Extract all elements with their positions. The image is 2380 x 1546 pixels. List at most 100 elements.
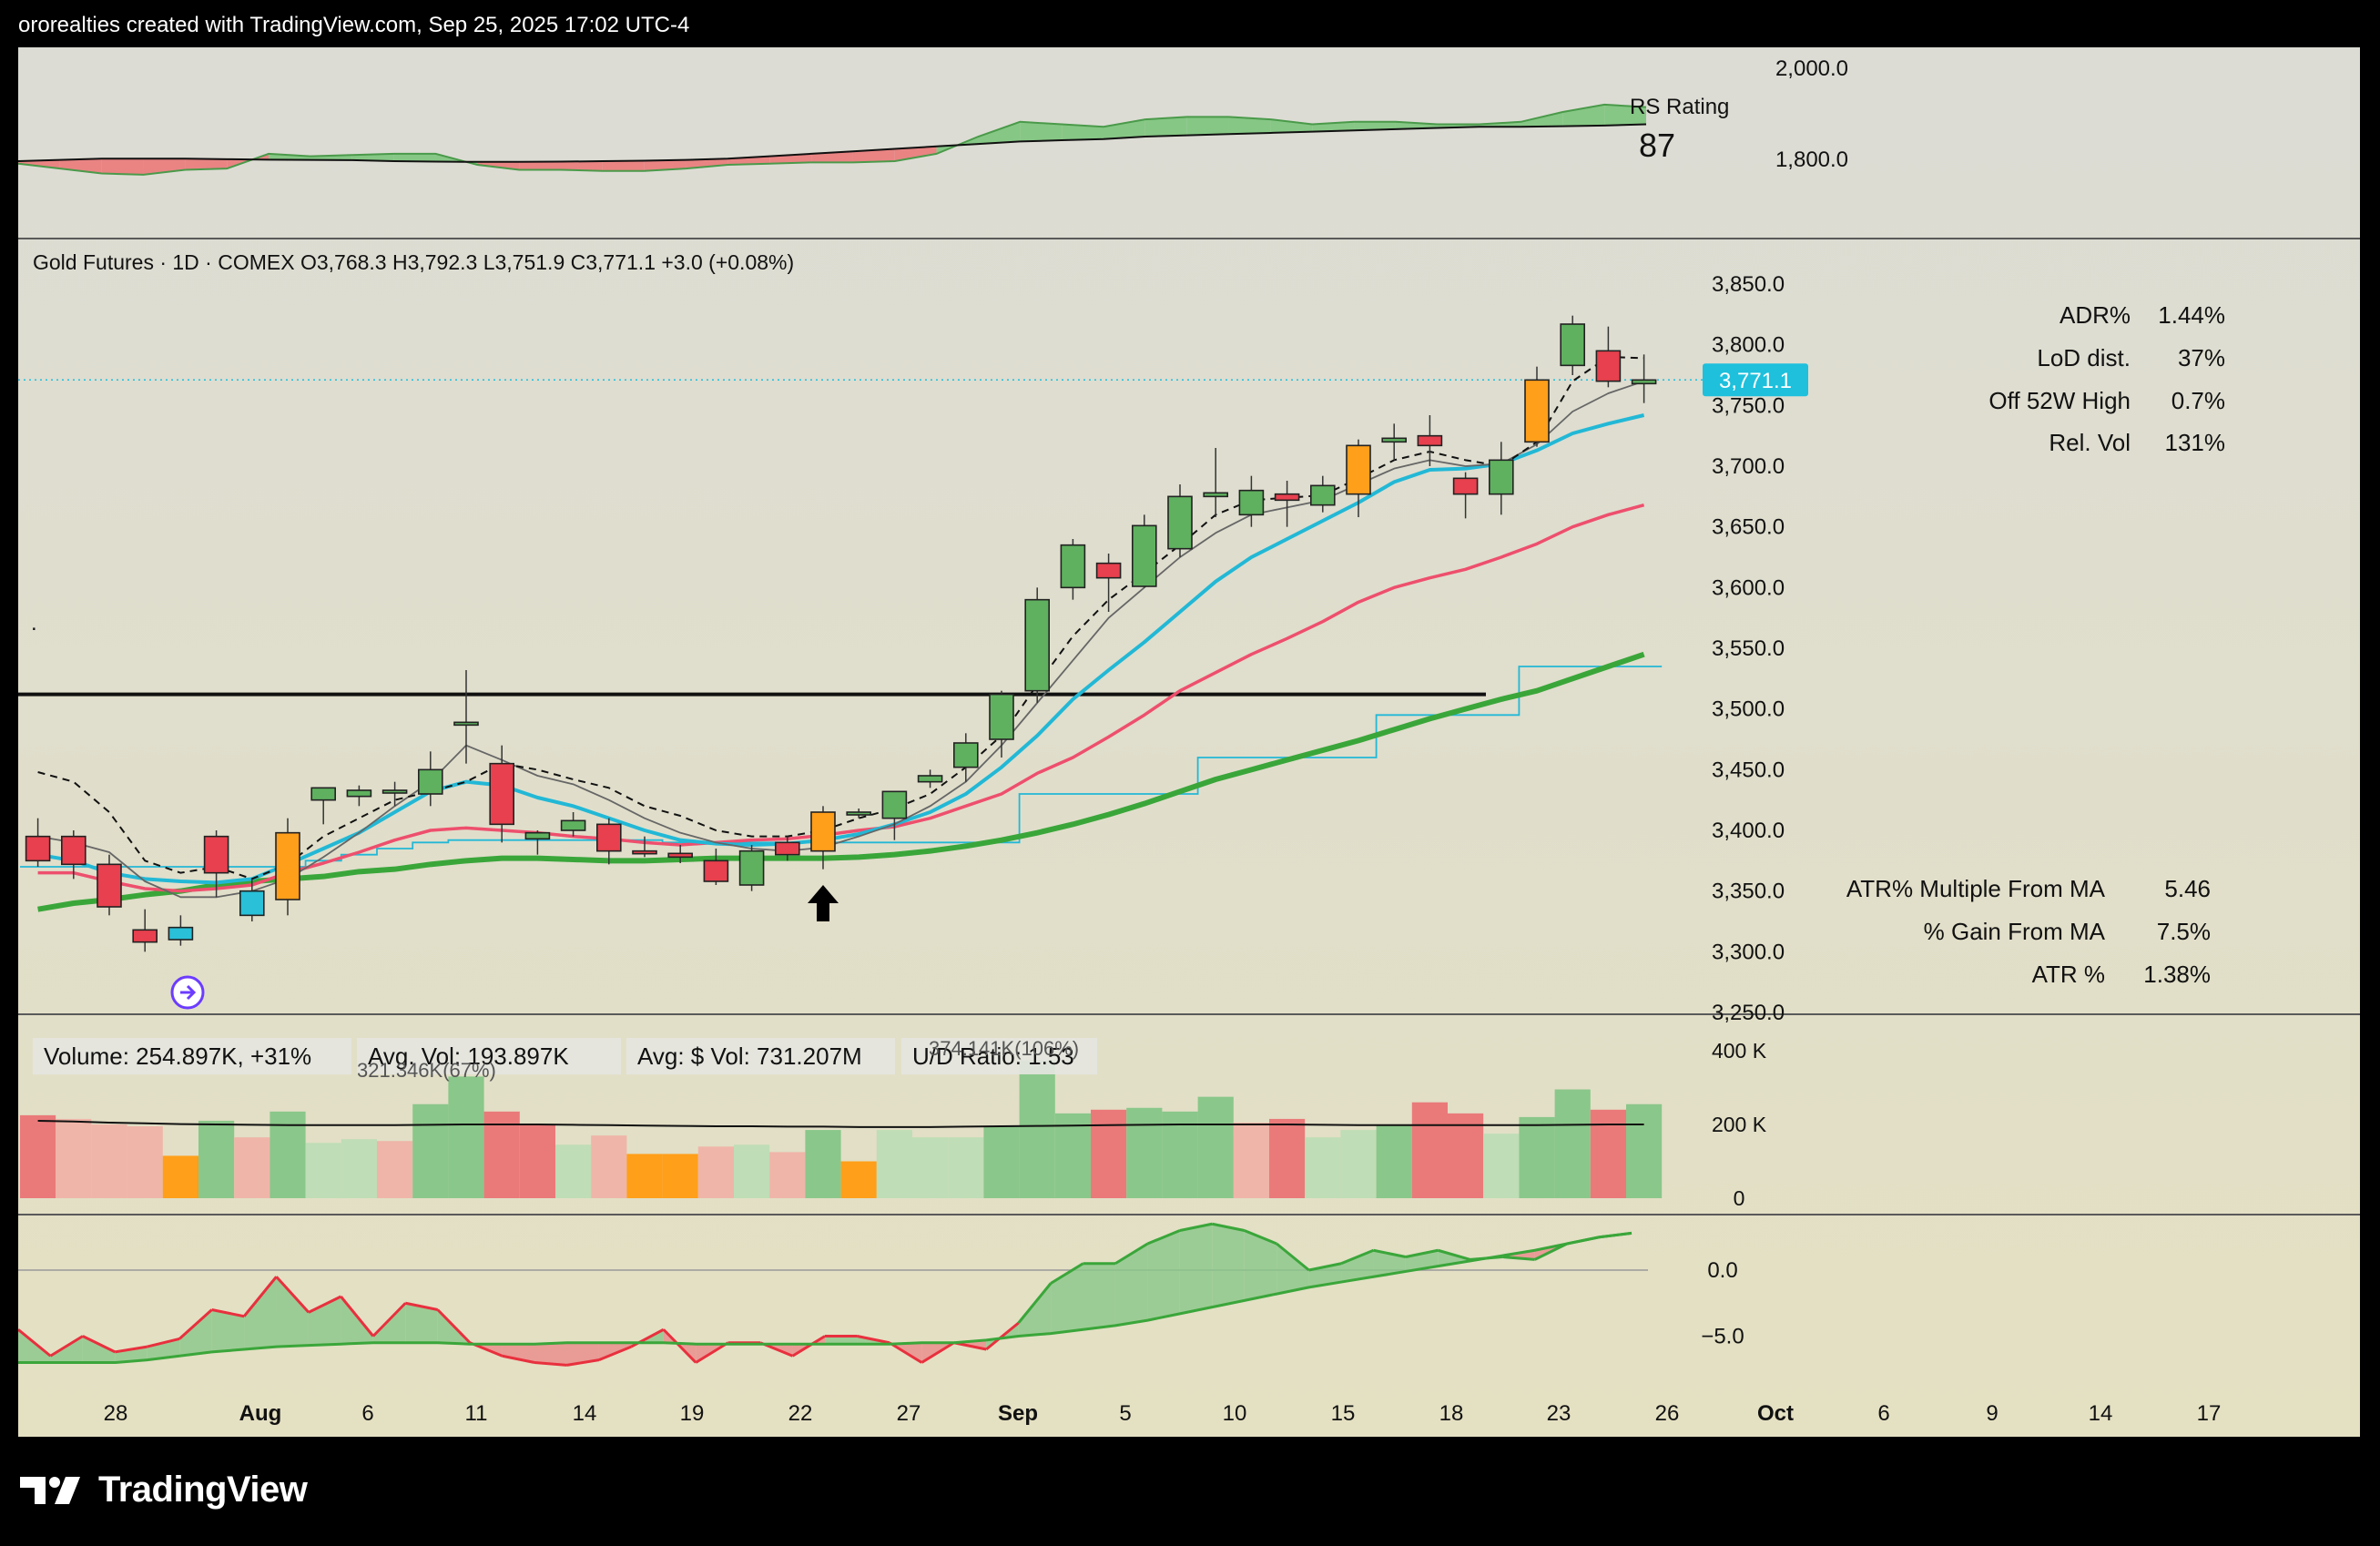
- stat-label: Rel. Vol: [2049, 429, 2131, 456]
- volume-bar: [1411, 1102, 1448, 1198]
- price-y-tick: 3,350.0: [1712, 880, 1785, 904]
- price-y-tick: 3,650.0: [1712, 515, 1785, 540]
- oscillator-fill: [1276, 1244, 1309, 1295]
- rs-fill: [18, 159, 60, 169]
- volume-bar: [948, 1137, 984, 1198]
- buy-arrow-icon: [808, 885, 839, 921]
- oscillator-line: [566, 1358, 600, 1367]
- oscillator-line: [340, 1296, 375, 1337]
- chart-frame[interactable]: RS Rating 87 2,000.0 1,800.0 Gold Futures · …: [18, 47, 2360, 1437]
- oscillator-line: [502, 1354, 535, 1364]
- volume-bar: [56, 1118, 92, 1198]
- x-axis-tick: 27: [897, 1401, 921, 1426]
- volume-bar: [1233, 1122, 1269, 1198]
- volume-bar: [519, 1124, 555, 1198]
- last-price-tag-text: 3,771.1: [1719, 369, 1792, 393]
- volume-info-text: Volume: 254.897K, +31%: [44, 1043, 311, 1070]
- stat-label: LoD dist.: [2037, 344, 2131, 371]
- candle-body: [346, 789, 372, 798]
- volume-bar: [162, 1155, 198, 1198]
- x-axis-tick: 6: [1877, 1401, 1889, 1426]
- oscillator-fill: [1373, 1250, 1406, 1277]
- rs-fill: [978, 121, 1021, 145]
- oscillator-line: [1244, 1229, 1277, 1246]
- stat-value: 0.7%: [2171, 387, 2225, 414]
- volume-bar: [1340, 1130, 1377, 1198]
- volume-bar: [1197, 1096, 1234, 1198]
- x-axis-tick: 17: [2197, 1401, 2222, 1426]
- volume-bar: [1269, 1118, 1306, 1198]
- rs-fill: [811, 151, 853, 163]
- volume-bar: [377, 1141, 413, 1198]
- candle-body: [1132, 524, 1157, 587]
- volume-bar: [234, 1137, 270, 1198]
- oscillator-line: [308, 1295, 342, 1314]
- volume-bar: [1305, 1137, 1341, 1198]
- oscillator-fill: [1051, 1263, 1083, 1334]
- footer: TradingView: [18, 1470, 308, 1510]
- candle-body: [60, 835, 86, 866]
- x-axis-tick: Oct: [1757, 1401, 1794, 1426]
- volume-info-text: U/D Ratio: 1.53: [912, 1043, 1074, 1070]
- oscillator-line: [1340, 1248, 1375, 1266]
- oscillator-line: [242, 1276, 278, 1317]
- oscillator-fill: [1179, 1224, 1213, 1314]
- candle-body: [1631, 379, 1657, 385]
- rs-fill: [1395, 121, 1438, 129]
- volume-bar: [412, 1104, 449, 1198]
- volume-callout: 374.141K(106%): [929, 1037, 1079, 1060]
- stat-label: ATR %: [2032, 961, 2105, 988]
- volume-bar: [697, 1146, 734, 1198]
- oscillator-fill: [405, 1303, 438, 1343]
- candle-body: [1167, 495, 1193, 550]
- stat-label: Off 52W High: [1988, 387, 2131, 414]
- oscillator-line: [115, 1345, 148, 1354]
- ohlc-legend: Gold Futures · 1D · COMEX O3,768.3 H3,79…: [33, 250, 794, 274]
- candle-body: [1560, 323, 1585, 367]
- x-axis-tick: 9: [1986, 1401, 1998, 1426]
- candle-body: [703, 859, 729, 882]
- x-axis-tick: 19: [680, 1401, 705, 1426]
- x-axis-tick: Aug: [239, 1401, 282, 1426]
- ma-dashed-line: [37, 356, 1644, 880]
- candle-body: [1310, 484, 1336, 506]
- stat-value: 1.44%: [2158, 301, 2225, 329]
- rs-fill: [269, 153, 310, 160]
- volume-bar: [1448, 1113, 1484, 1198]
- stat-label: % Gain From MA: [1924, 918, 2106, 945]
- price-y-tick: 3,400.0: [1712, 819, 1785, 843]
- oscillator-line: [1179, 1222, 1213, 1232]
- candle-body: [1489, 459, 1514, 495]
- x-axis-tick: 22: [788, 1401, 813, 1426]
- candle-body: [738, 849, 765, 886]
- candle-body: [953, 742, 979, 768]
- candle-body: [453, 721, 479, 727]
- x-axis-tick: 5: [1119, 1401, 1131, 1426]
- candle-body: [1274, 493, 1300, 502]
- tradingview-logo-icon[interactable]: [18, 1473, 89, 1508]
- volume-callout: 321.346K(67%): [357, 1059, 496, 1082]
- footer-brand[interactable]: TradingView: [98, 1470, 308, 1510]
- oscillator-fill: [211, 1309, 245, 1352]
- price-y-tick: 3,850.0: [1712, 272, 1785, 297]
- candle-body: [1381, 437, 1407, 443]
- volume-bar: [341, 1139, 377, 1198]
- oscillator-fill: [1114, 1244, 1148, 1326]
- oscillator-line: [1050, 1262, 1084, 1285]
- volume-info-text: Avg. Vol: 193.897K: [368, 1043, 569, 1070]
- volume-bar: [1376, 1124, 1412, 1198]
- candle-body: [595, 823, 622, 852]
- chart-svg[interactable]: RS Rating 87 2,000.0 1,800.0 Gold Futures · …: [18, 47, 2360, 1437]
- candle-body: [25, 835, 51, 862]
- oscillator-line: [791, 1335, 826, 1358]
- oscillator-line: [49, 1335, 84, 1358]
- oscillator-fill: [1244, 1230, 1277, 1301]
- rs-fill: [1144, 117, 1187, 137]
- last-price-tag: [1703, 363, 1808, 397]
- volume-info-box: [33, 1038, 351, 1074]
- stat-label: ATR% Multiple From MA: [1846, 875, 2106, 902]
- rs-fill: [185, 158, 228, 170]
- candle-body: [239, 890, 265, 917]
- oscillator-y-tick: −5.0: [1701, 1325, 1744, 1349]
- rs-fill: [1270, 119, 1313, 133]
